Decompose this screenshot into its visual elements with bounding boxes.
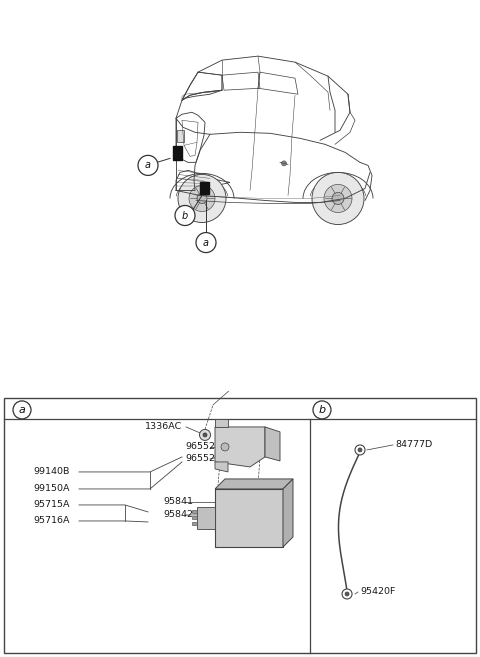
Text: b: b [182, 210, 188, 221]
Text: a: a [203, 238, 209, 248]
Text: a: a [145, 160, 151, 170]
Bar [173, 147, 182, 160]
Text: 95841: 95841 [163, 497, 193, 507]
Circle shape [196, 233, 216, 252]
Text: 1336AC: 1336AC [145, 422, 182, 432]
Text: 99150A: 99150A [34, 484, 70, 493]
Bar [192, 516, 197, 519]
Circle shape [13, 401, 31, 419]
Polygon shape [215, 462, 228, 472]
Circle shape [324, 185, 352, 212]
Text: 84777D: 84777D [395, 440, 432, 449]
Circle shape [342, 589, 352, 599]
Polygon shape [265, 427, 280, 461]
Text: 96552L: 96552L [185, 442, 220, 451]
Text: 96552R: 96552R [185, 455, 222, 463]
Text: b: b [318, 405, 325, 415]
Circle shape [345, 592, 349, 596]
Bar [197, 507, 215, 529]
Polygon shape [215, 419, 228, 427]
Text: 95420F: 95420F [360, 587, 396, 597]
Circle shape [203, 433, 207, 437]
Circle shape [197, 193, 207, 204]
Bar [192, 522, 197, 525]
Text: 95842: 95842 [163, 510, 193, 520]
Polygon shape [215, 427, 265, 467]
Polygon shape [215, 479, 293, 489]
Circle shape [175, 206, 195, 225]
Polygon shape [177, 130, 184, 143]
Circle shape [200, 430, 211, 440]
Polygon shape [283, 479, 293, 547]
Circle shape [313, 401, 331, 419]
Text: a: a [19, 405, 25, 415]
Text: 99140B: 99140B [34, 467, 70, 476]
Bar [215, 489, 283, 547]
Text: 95716A: 95716A [34, 516, 70, 526]
Circle shape [138, 155, 158, 175]
Text: 95715A: 95715A [34, 501, 70, 509]
Circle shape [281, 161, 287, 166]
Bar [192, 510, 197, 513]
Circle shape [221, 443, 229, 451]
Circle shape [355, 445, 365, 455]
Circle shape [312, 172, 364, 225]
Bar [200, 183, 209, 194]
Circle shape [332, 193, 344, 204]
Circle shape [358, 448, 362, 452]
Circle shape [189, 185, 215, 212]
Circle shape [178, 174, 226, 223]
